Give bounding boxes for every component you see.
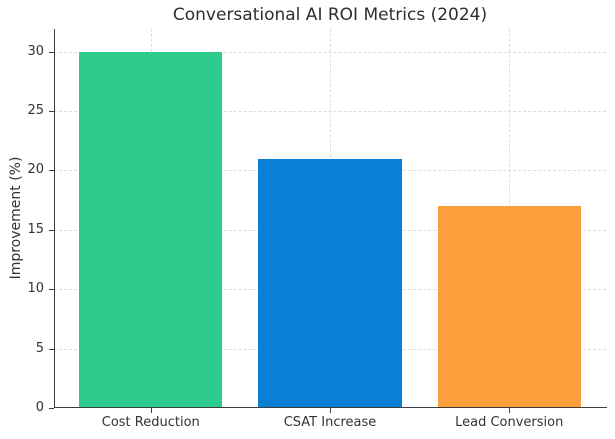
y-tick-mark-5 (49, 348, 54, 350)
y-tick-label-25: 25 (27, 102, 44, 118)
y-tick-label-0: 0 (35, 400, 44, 415)
x-tick-mark-lead-conversion (509, 408, 511, 413)
bottom-axis-spine (54, 407, 607, 408)
y-tick-mark-15 (49, 229, 54, 231)
y-tick-label-5: 5 (35, 340, 44, 356)
bar-csat-increase (258, 158, 402, 408)
y-tick-label-20: 20 (27, 162, 44, 178)
y-tick-mark-30 (49, 51, 54, 53)
bar-cost-reduction (79, 51, 223, 408)
y-tick-mark-0 (49, 408, 54, 409)
x-tick-mark-csat-increase (330, 408, 331, 413)
chart-title: Conversational AI ROI Metrics (2024) (172, 5, 488, 25)
y-tick-label-10: 10 (27, 281, 44, 297)
x-tick-label-csat-increase: CSAT Increase (283, 415, 377, 430)
x-tick-label-lead-conversion: Lead Conversion (455, 415, 564, 430)
left-axis-spine (54, 29, 55, 408)
y-tick-label-15: 15 (27, 221, 44, 237)
y-tick-mark-20 (49, 170, 54, 172)
bar-lead-conversion (437, 206, 581, 408)
x-tick-mark-cost-reduction (150, 408, 152, 413)
y-tick-label-30: 30 (27, 43, 44, 59)
y-tick-mark-10 (49, 289, 54, 291)
y-tick-mark-25 (49, 110, 54, 112)
plot-area (54, 29, 606, 408)
x-tick-label-cost-reduction: Cost Reduction (101, 415, 200, 430)
